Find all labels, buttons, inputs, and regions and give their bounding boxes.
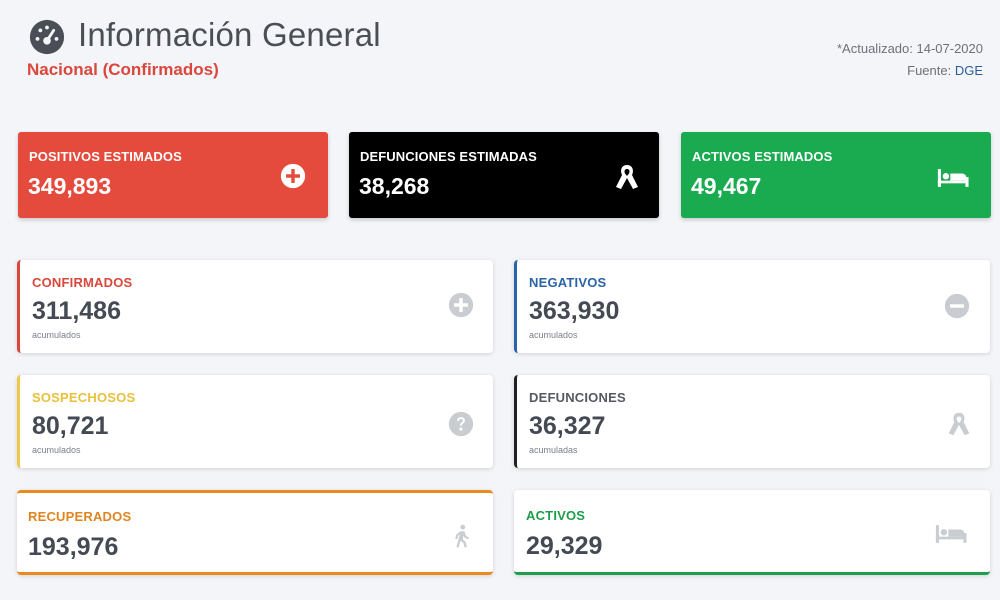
sospechosos-card: SOSPECHOSOS 80,721 acumulados [17, 375, 493, 468]
update-info: *Actualizado: 14-07-2020 Fuente: DGE [837, 38, 983, 82]
defunciones-estimadas-card: DEFUNCIONES ESTIMADAS 38,268 [349, 132, 659, 218]
card-note: acumulados [32, 330, 81, 340]
activos-estimados-card: ACTIVOS ESTIMADOS 49,467 [681, 132, 991, 218]
page-subtitle: Nacional (Confirmados) [27, 60, 219, 79]
card-note: acumuladas [529, 445, 578, 455]
card-label: RECUPERADOS [28, 509, 132, 524]
card-label: ACTIVOS [526, 508, 586, 523]
source-line: Fuente: DGE [837, 60, 983, 82]
recuperados-card: RECUPERADOS 193,976 [17, 490, 493, 575]
confirmados-card: CONFIRMADOS 311,486 acumulados [17, 260, 493, 353]
card-label: DEFUNCIONES [529, 390, 626, 405]
dashboard-gauge-icon [29, 19, 65, 55]
plus-circle-icon [448, 292, 474, 318]
card-label: CONFIRMADOS [32, 275, 133, 290]
card-label: DEFUNCIONES ESTIMADAS [360, 149, 537, 164]
walking-person-icon [455, 524, 470, 548]
bed-icon [937, 169, 969, 187]
card-value: 311,486 [32, 297, 121, 325]
plus-circle-icon [280, 163, 306, 189]
source-prefix: Fuente: [907, 63, 955, 78]
source-link[interactable]: DGE [954, 63, 983, 78]
defunciones-card: DEFUNCIONES 36,327 acumuladas [514, 375, 990, 468]
card-value: 36,327 [529, 412, 606, 440]
card-value: 29,329 [526, 532, 603, 560]
card-note: acumulados [529, 330, 578, 340]
card-value: 49,467 [691, 173, 762, 199]
minus-circle-icon [944, 293, 970, 319]
positivos-estimados-card: POSITIVOS ESTIMADOS 349,893 [18, 132, 328, 218]
card-label: POSITIVOS ESTIMADOS [29, 149, 182, 164]
updated-date: *Actualizado: 14-07-2020 [837, 41, 983, 56]
bed-icon [935, 525, 967, 543]
ribbon-icon [616, 165, 638, 189]
card-value: 193,976 [28, 533, 119, 561]
card-label: ACTIVOS ESTIMADOS [692, 149, 833, 164]
card-value: 349,893 [28, 173, 112, 199]
ribbon-icon [948, 412, 970, 436]
activos-card: ACTIVOS 29,329 [514, 490, 990, 575]
card-note: acumulados [32, 445, 81, 455]
negativos-card: NEGATIVOS 363,930 acumulados [514, 260, 990, 353]
question-circle-icon [448, 411, 474, 437]
card-label: NEGATIVOS [529, 275, 607, 290]
card-label: SOSPECHOSOS [32, 390, 136, 405]
card-value: 363,930 [529, 297, 620, 325]
card-value: 38,268 [359, 173, 430, 199]
card-value: 80,721 [32, 412, 109, 440]
page-title: Información General [78, 16, 381, 53]
